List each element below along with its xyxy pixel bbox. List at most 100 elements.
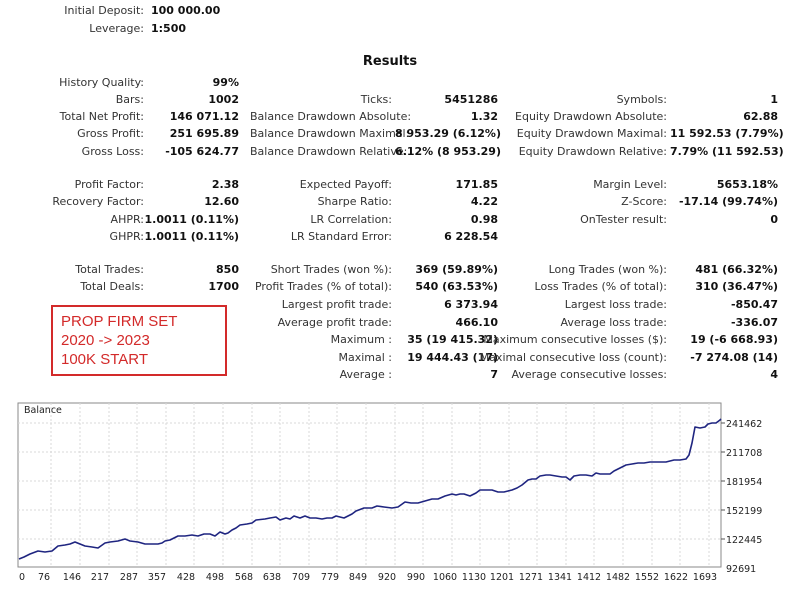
ticks-value: 5451286 [444,93,498,106]
gross-loss-value: -105 624.77 [165,145,239,158]
profit-factor-label: Profit Factor: [74,178,144,191]
leverage-label: Leverage: [89,22,144,35]
sharpe-ratio-value: 4.22 [470,195,498,208]
initial-deposit-value: 100 000.00 [151,4,221,17]
margin-level-value: 5653.18% [716,178,778,191]
balance-chart-svg: Balance 241462 211708 181954 152199 1224… [17,402,762,583]
balance-dd-absolute-label: Balance Drawdown Absolute: [250,110,412,123]
svg-text:990: 990 [407,572,425,583]
balance-line [18,418,722,560]
svg-text:1130: 1130 [462,572,486,583]
note-line-1: PROP FIRM SET [61,313,178,330]
expected-payoff-value: 171.85 [455,178,498,191]
largest-profit-trade-label: Largest profit trade: [281,298,392,311]
y-tick-label: 241462 [726,419,762,430]
maximal-consecutive-profit-value: 19 444.43 (17) [407,351,498,364]
svg-text:1412: 1412 [577,572,601,583]
average-profit-trade-label: Average profit trade: [277,316,392,329]
chart-title: Balance [24,405,62,416]
equity-dd-maximal-label: Equity Drawdown Maximal: [516,127,667,140]
total-trades-label: Total Trades: [75,263,144,276]
lr-correlation-label: LR Correlation: [310,213,392,226]
ticks-label: Ticks: [360,93,392,106]
z-score-value: -17.14 (99.74%) [678,195,778,208]
ahpr-value: 1.0011 (0.11%) [144,213,240,226]
ghpr-value: 1.0011 (0.11%) [144,230,240,243]
total-deals-value: 1700 [208,280,239,293]
svg-text:1622: 1622 [664,572,688,583]
equity-dd-maximal-value: 11 592.53 (7.79%) [670,127,784,140]
svg-text:849: 849 [349,572,367,583]
average-consecutive-wins-label: Average : [339,368,392,381]
gross-profit-label: Gross Profit: [77,127,144,140]
y-tick-label: 152199 [726,506,762,517]
initial-deposit-label: Initial Deposit: [64,4,144,17]
average-consecutive-losses-value: 4 [770,368,778,381]
svg-text:1060: 1060 [433,572,457,583]
lr-correlation-value: 0.98 [470,213,498,226]
recovery-factor-value: 12.60 [204,195,239,208]
gross-loss-label: Gross Loss: [81,145,144,158]
svg-text:357: 357 [148,572,166,583]
y-tick-label: 211708 [726,448,762,459]
chart-frame [17,402,722,568]
svg-text:76: 76 [38,572,50,583]
symbols-label: Symbols: [616,93,667,106]
svg-text:1201: 1201 [490,572,514,583]
average-consecutive-wins-value: 7 [490,368,498,381]
maximal-consecutive-loss-value: -7 274.08 (14) [690,351,778,364]
average-loss-trade-value: -336.07 [730,316,778,329]
loss-trades-label: Loss Trades (% of total): [534,280,667,293]
loss-trades-value: 310 (36.47%) [695,280,778,293]
chart-grid-vertical [50,403,710,567]
svg-text:498: 498 [206,572,224,583]
maximal-consecutive-profit-label: Maximal : [338,351,392,364]
ontester-result-label: OnTester result: [580,213,667,226]
svg-text:428: 428 [177,572,195,583]
equity-dd-relative-label: Equity Drawdown Relative: [518,145,667,158]
results-title: Results [362,54,418,69]
total-net-profit-label: Total Net Profit: [59,110,144,123]
sharpe-ratio-label: Sharpe Ratio: [317,195,392,208]
y-axis: 241462 211708 181954 152199 122445 92691 [721,419,762,575]
profit-factor-value: 2.38 [211,178,239,191]
balance-dd-maximal-label: Balance Drawdown Maximal: [250,127,410,140]
recovery-factor-label: Recovery Factor: [52,195,144,208]
lr-standard-error-label: LR Standard Error: [290,230,392,243]
long-trades-value: 481 (66.32%) [695,263,778,276]
bars-label: Bars: [115,93,144,106]
y-tick-label: 92691 [726,564,756,575]
expected-payoff-label: Expected Payoff: [299,178,392,191]
annotation-note: PROP FIRM SET 2020 -> 2023 100K START [51,305,227,376]
profit-trades-label: Profit Trades (% of total): [254,280,392,293]
note-line-3: 100K START [61,351,148,368]
long-trades-label: Long Trades (won %): [548,263,667,276]
svg-text:1552: 1552 [635,572,659,583]
svg-text:709: 709 [292,572,310,583]
average-loss-trade-label: Average loss trade: [560,316,667,329]
max-consecutive-losses-label: Maximum consecutive losses ($): [483,333,667,346]
total-net-profit-value: 146 071.12 [169,110,239,123]
svg-text:287: 287 [120,572,138,583]
gross-profit-value: 251 695.89 [169,127,239,140]
svg-text:1271: 1271 [519,572,543,583]
total-deals-label: Total Deals: [80,280,144,293]
equity-dd-absolute-value: 62.88 [743,110,778,123]
balance-dd-relative-value: 6.12% (8 953.29) [395,145,501,158]
largest-loss-trade-label: Largest loss trade: [564,298,667,311]
svg-text:638: 638 [263,572,281,583]
svg-text:779: 779 [321,572,339,583]
short-trades-value: 369 (59.89%) [415,263,498,276]
short-trades-label: Short Trades (won %): [270,263,392,276]
svg-text:1341: 1341 [548,572,572,583]
svg-text:920: 920 [378,572,396,583]
balance-dd-absolute-value: 1.32 [470,110,498,123]
margin-level-label: Margin Level: [593,178,667,191]
ghpr-label: GHPR: [109,230,144,243]
ontester-result-value: 0 [770,213,778,226]
y-tick-label: 122445 [726,535,762,546]
ahpr-label: AHPR: [110,213,144,226]
equity-dd-relative-value: 7.79% (11 592.53) [670,145,784,158]
note-line-2: 2020 -> 2023 [61,332,150,349]
equity-dd-absolute-label: Equity Drawdown Absolute: [515,110,667,123]
